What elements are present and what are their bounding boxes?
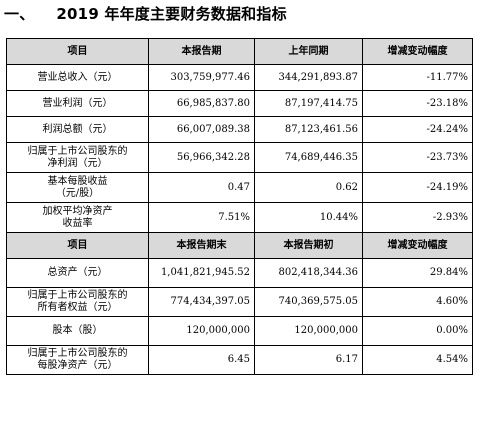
row-label: 总资产（元） [6,258,149,288]
current-value: 66,985,837.80 [148,90,255,117]
row-label-line2: 所有者权益（元） [37,302,118,313]
change-value: -2.93% [362,202,473,233]
previous-value: 10.44% [254,202,363,233]
row-label-line1: 归属于上市公司股东的 [27,145,128,157]
row-label: 营业利润（元） [6,90,149,117]
header-period-end: 本报告期末 [148,232,255,259]
change-value: 29.84% [362,258,473,288]
row-label: 归属于上市公司股东的 净利润（元） [6,142,149,173]
change-value: 4.54% [362,345,473,375]
current-value: 56,966,342.28 [148,142,255,173]
row-label-line2: 净利润（元） [47,157,108,169]
previous-value: 74,689,446.35 [254,142,363,173]
section-title: 一、 2019 年年度主要财务数据和指标 [4,4,287,24]
financial-data-table: 项目 本报告期 上年同期 增减变动幅度 营业总收入（元） 303,759,977… [6,38,473,375]
section-number: 一、 [4,5,35,23]
header-previous-period: 上年同期 [254,38,363,65]
current-value: 66,007,089.38 [148,116,255,143]
current-value: 120,000,000 [148,316,255,346]
table-row: 加权平均净资产 收益率 7.51% 10.44% -2.93% [6,202,473,233]
row-label-line1: 归属于上市公司股东的 [27,290,128,301]
header-item: 项目 [6,38,149,65]
current-value: 303,759,977.46 [148,64,255,91]
previous-value: 6.17 [254,345,363,375]
previous-value: 802,418,344.36 [254,258,363,288]
change-value: -11.77% [362,64,473,91]
row-label-line2: 每股净资产（元） [37,360,118,371]
previous-value: 344,291,893.87 [254,64,363,91]
row-label: 基本每股收益 （元/股） [6,172,149,203]
row-label: 归属于上市公司股东的 每股净资产（元） [6,345,149,375]
table-header-row: 项目 本报告期末 本报告期初 增减变动幅度 [6,232,473,259]
header-change: 增减变动幅度 [362,38,473,65]
table-row: 营业总收入（元） 303,759,977.46 344,291,893.87 -… [6,64,473,91]
previous-value: 120,000,000 [254,316,363,346]
header-current-period: 本报告期 [148,38,255,65]
current-value: 0.47 [148,172,255,203]
section-heading: 2019 年年度主要财务数据和指标 [56,5,287,23]
row-label-line2: 收益率 [62,217,93,229]
previous-value: 87,197,414.75 [254,90,363,117]
change-value: -23.73% [362,142,473,173]
table-row: 营业利润（元） 66,985,837.80 87,197,414.75 -23.… [6,90,473,117]
row-label: 营业总收入（元） [6,64,149,91]
row-label-line2: （元/股） [55,187,100,199]
row-label-line1: 归属于上市公司股东的 [27,348,128,359]
change-value: -23.18% [362,90,473,117]
header-change: 增减变动幅度 [362,232,473,259]
row-label-line1: 基本每股收益 [47,175,108,187]
row-label: 利润总额（元） [6,116,149,143]
row-label: 加权平均净资产 收益率 [6,202,149,233]
table-row: 股本（股） 120,000,000 120,000,000 0.00% [6,316,473,346]
table-row: 基本每股收益 （元/股） 0.47 0.62 -24.19% [6,172,473,203]
previous-value: 0.62 [254,172,363,203]
current-value: 6.45 [148,345,255,375]
previous-value: 740,369,575.05 [254,287,363,317]
table-row: 总资产（元） 1,041,821,945.52 802,418,344.36 2… [6,258,473,288]
table-header-row: 项目 本报告期 上年同期 增减变动幅度 [6,38,473,65]
previous-value: 87,123,461.56 [254,116,363,143]
table-row: 归属于上市公司股东的 净利润（元） 56,966,342.28 74,689,4… [6,142,473,173]
change-value: -24.19% [362,172,473,203]
table-row: 归属于上市公司股东的 每股净资产（元） 6.45 6.17 4.54% [6,345,473,375]
header-period-start: 本报告期初 [254,232,363,259]
change-value: -24.24% [362,116,473,143]
current-value: 7.51% [148,202,255,233]
header-item: 项目 [6,232,149,259]
row-label-line1: 加权平均净资产 [42,205,113,217]
row-label: 股本（股） [6,316,149,346]
current-value: 1,041,821,945.52 [148,258,255,288]
table-row: 归属于上市公司股东的 所有者权益（元） 774,434,397.05 740,3… [6,287,473,317]
current-value: 774,434,397.05 [148,287,255,317]
change-value: 4.60% [362,287,473,317]
change-value: 0.00% [362,316,473,346]
row-label: 归属于上市公司股东的 所有者权益（元） [6,287,149,317]
table-row: 利润总额（元） 66,007,089.38 87,123,461.56 -24.… [6,116,473,143]
